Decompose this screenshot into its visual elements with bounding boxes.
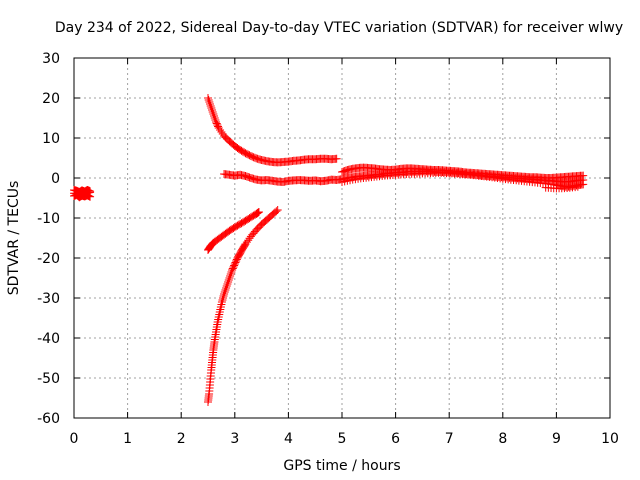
ticks-layer: 0 1 2 3 4 5 6 7 8 9 10 -60 -50 -40 -30 -20 -10 0 10 20 30: [37, 51, 619, 447]
data-point: [205, 98, 214, 106]
data-point: [206, 100, 215, 108]
y-tick-label: 0: [51, 171, 60, 187]
y-tick-label: -40: [37, 331, 60, 347]
data-point: [273, 206, 282, 214]
y-tick-label: -20: [37, 251, 60, 267]
data-point: [220, 290, 229, 298]
data-point: [209, 110, 218, 118]
data-point: [210, 114, 219, 122]
data-point: [222, 284, 231, 292]
data-point: [573, 182, 582, 191]
x-tick-label: 2: [177, 431, 186, 447]
data-point: [220, 288, 229, 296]
data-point: [204, 94, 212, 102]
x-tick-label: 4: [284, 431, 293, 447]
data-point: [204, 96, 213, 104]
data-point: [208, 108, 217, 116]
y-tick-label: 30: [42, 51, 60, 67]
y-tick-label: 20: [42, 91, 60, 107]
data-point: [208, 106, 217, 114]
data-point: [219, 294, 228, 302]
y-tick-label: -50: [37, 371, 60, 387]
data-point: [207, 104, 216, 112]
x-tick-label: 5: [338, 431, 347, 447]
x-tick-label: 7: [445, 431, 454, 447]
y-tick-label: -30: [37, 291, 60, 307]
data-point: [86, 188, 95, 197]
data-point: [254, 208, 263, 216]
x-tick-label: 1: [123, 431, 132, 447]
data-point: [221, 286, 230, 294]
data-point: [579, 171, 588, 180]
y-tick-label: 10: [42, 131, 60, 147]
data-point: [225, 274, 234, 282]
data-point: [272, 207, 281, 216]
grid-layer: [74, 58, 610, 418]
data-point: [226, 270, 235, 278]
data-point: [332, 154, 341, 163]
x-tick-label: 9: [552, 431, 561, 447]
data-point: [219, 292, 228, 300]
data-point: [224, 276, 233, 284]
data-point: [217, 298, 226, 306]
x-tick-label: 10: [601, 431, 619, 447]
y-tick-label: -60: [37, 411, 60, 427]
y-axis-label: SDTVAR / TECUs: [6, 181, 22, 296]
x-tick-label: 3: [230, 431, 239, 447]
data-point: [210, 112, 219, 120]
data-point: [226, 272, 235, 280]
x-axis-label: GPS time / hours: [283, 458, 400, 474]
data-point: [211, 116, 220, 124]
data-point: [224, 278, 233, 286]
data-point: [227, 268, 236, 276]
x-tick-label: 6: [391, 431, 400, 447]
chart-title: Day 234 of 2022, Sidereal Day-to-day VTE…: [55, 20, 623, 36]
data-point: [214, 122, 223, 131]
y-tick-label: -10: [37, 211, 60, 227]
x-tick-label: 0: [70, 431, 79, 447]
data-point: [579, 180, 588, 189]
x-tick-label: 8: [498, 431, 507, 447]
data-point: [222, 282, 231, 290]
data-point: [223, 280, 232, 288]
data-point: [206, 102, 215, 110]
points-layer: [70, 94, 588, 406]
data-point: [218, 296, 227, 304]
